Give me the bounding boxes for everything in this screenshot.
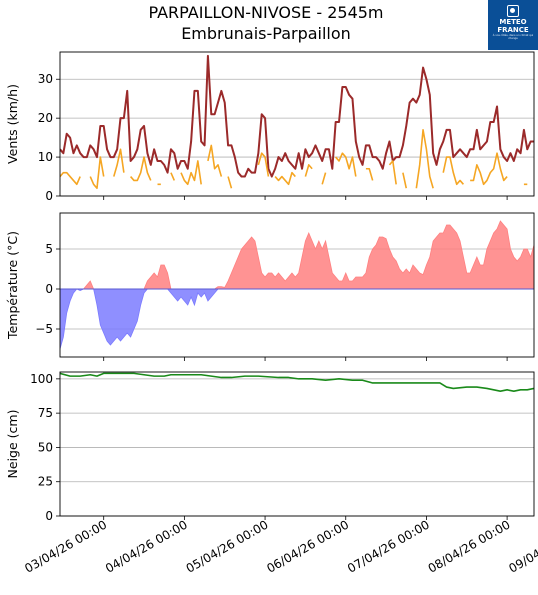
y-tick-label: 50: [38, 440, 53, 454]
temperature-positive-area: [60, 220, 534, 290]
snow-panel: 0 25 50 75 100 Neige (cm): [5, 371, 535, 523]
axes-frame: [59, 212, 535, 358]
y-tick-label: 0: [45, 509, 53, 523]
wind_mean-line: [60, 54, 534, 178]
logo-tagline: À vos côtés, dans un climat qui change: [492, 34, 534, 40]
y-tick-label: 20: [38, 111, 53, 125]
x-tick-label: 04/04/26 00:00: [103, 517, 190, 575]
x-tick-label: 05/04/26 00:00: [184, 517, 271, 575]
y-tick-label: 30: [38, 72, 53, 86]
y-tick-label: 10: [38, 150, 53, 164]
y-tick-label: 100: [30, 372, 53, 386]
y-tick-label: 0: [45, 189, 53, 203]
y-tick-label: 5: [45, 242, 53, 256]
y-tick-label: 25: [38, 475, 53, 489]
snow_depth-line: [60, 372, 534, 392]
x-tick-label: 09/04/26 00:00: [506, 517, 538, 575]
wind-panel: 0 10 20 30 Vents (km/h): [5, 51, 535, 203]
plot-area: [60, 372, 534, 392]
x-tick-label: 08/04/26 00:00: [426, 517, 513, 575]
x-tick-label: 03/04/26 00:00: [22, 517, 109, 575]
temperature-panel: −5 0 5 Température (°C): [5, 212, 535, 361]
axes-frame: [59, 371, 535, 517]
logo-line2: FRANCE: [497, 26, 529, 34]
y-tick-label: 75: [38, 406, 53, 420]
chart-title: PARPAILLON-NIVOSE - 2545m: [148, 3, 383, 22]
plot-area: [60, 54, 534, 190]
y-tick-label: 0: [45, 282, 53, 296]
logo-line1: METEO: [499, 18, 527, 26]
y-axis-label: Neige (cm): [5, 410, 20, 479]
logo-icon: [507, 5, 519, 17]
wind_gust-line: [60, 129, 528, 190]
y-axis-label: Température (°C): [5, 231, 20, 340]
temperature-negative-area: [60, 288, 534, 350]
y-axis-label: Vents (km/h): [5, 84, 20, 164]
x-tick-label: 07/04/26 00:00: [345, 517, 432, 575]
plot-area: [60, 220, 534, 350]
chart-subtitle: Embrunais-Parpaillon: [181, 24, 351, 43]
x-tick-label: 06/04/26 00:00: [264, 517, 351, 575]
axes-frame: [59, 51, 535, 197]
meteo-france-logo: METEO FRANCE À vos côtés, dans un climat…: [488, 0, 538, 50]
y-tick-label: −5: [35, 322, 53, 336]
